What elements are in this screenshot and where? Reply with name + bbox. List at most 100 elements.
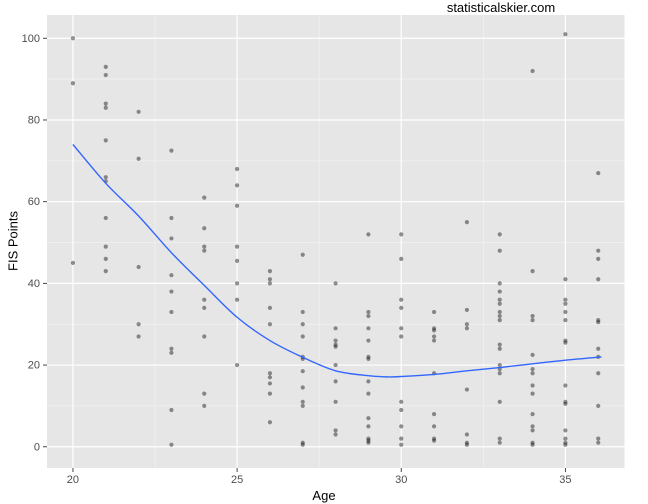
data-point [563,428,568,433]
data-point [497,313,502,319]
data-point [399,442,404,447]
data-point [300,322,305,327]
data-point [530,383,535,388]
data-point [530,269,535,274]
data-point [234,297,240,302]
data-point [202,195,207,200]
data-point [333,362,338,368]
data-point [563,309,568,315]
data-point [103,175,108,180]
data-point [300,334,305,339]
data-point [596,277,601,282]
data-point [530,391,535,396]
data-point [563,340,568,345]
data-point [366,309,371,315]
data-point [234,244,240,249]
data-point [497,281,502,286]
data-point [530,440,535,445]
data-point [333,326,338,331]
data-point [596,436,601,441]
data-point [366,338,371,343]
data-point [431,338,437,343]
data-point [169,350,174,355]
data-point [300,403,305,409]
data-point [169,289,174,294]
data-point [333,342,338,347]
data-point [234,258,240,264]
data-point [399,297,404,302]
data-point [431,436,437,441]
data-point [366,440,371,445]
data-point [399,436,404,441]
y-tick-label: 100 [22,33,40,45]
data-point [136,156,141,161]
data-point [431,438,437,443]
data-point [497,232,502,237]
data-point [202,226,207,231]
data-point [431,334,437,339]
data-point [300,440,305,445]
data-point [497,371,502,376]
data-point [530,442,535,447]
data-point [399,334,404,339]
data-point [300,385,305,390]
data-point [399,232,404,237]
data-point [497,342,502,347]
data-point [431,411,437,417]
data-point [366,438,371,443]
data-point [464,387,470,392]
data-point [431,328,437,333]
data-point [563,436,568,441]
data-point [366,356,371,362]
data-point [596,320,601,325]
data-point [563,440,568,445]
y-tick-label: 60 [28,196,40,208]
data-point [366,436,371,441]
data-point [530,318,535,323]
data-point [399,407,404,413]
data-point [497,248,502,253]
data-point [366,354,371,359]
data-point [563,297,568,302]
data-point [530,367,535,372]
data-point [103,244,108,249]
data-point [234,183,240,188]
data-point [563,301,568,306]
data-point [169,148,174,153]
data-point [333,379,338,384]
data-point [169,346,174,351]
y-tick-label: 40 [28,278,40,290]
data-point [202,244,207,249]
data-point [169,215,174,221]
data-point [169,407,174,413]
data-point [169,273,174,278]
data-point [497,440,502,445]
data-point [234,362,240,368]
data-point [530,68,535,74]
data-point [497,362,502,368]
data-point [103,269,108,274]
data-point [596,403,601,409]
plot-title: statisticalskier.com [446,0,556,15]
data-point [497,297,502,302]
data-point [234,281,240,286]
data-point [103,138,108,143]
data-point [300,252,305,257]
data-point [300,309,305,315]
data-point [333,428,338,433]
data-point [267,381,273,386]
data-point [366,379,371,384]
data-point [366,391,371,396]
data-point [333,281,338,286]
data-point [563,32,568,37]
data-point [497,318,502,323]
data-point [267,375,273,380]
data-point [563,401,568,406]
data-point [267,322,273,327]
data-point [103,256,108,261]
data-point [530,424,535,429]
data-point [70,260,76,266]
data-point [497,346,502,351]
